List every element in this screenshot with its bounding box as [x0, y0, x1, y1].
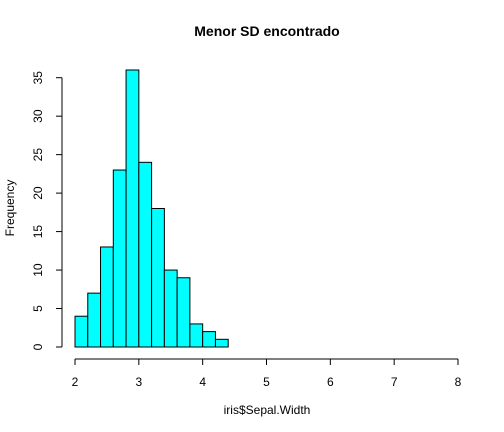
histogram-bar [214, 338, 229, 348]
y-tick-label: 35 [31, 71, 45, 85]
x-axis-label: iris$Sepal.Width [224, 403, 311, 417]
y-tick-label: 5 [31, 305, 45, 312]
histogram-bar [202, 331, 216, 348]
x-tick-label: 6 [327, 375, 334, 389]
histogram-bar [138, 161, 153, 348]
x-tick-label: 3 [135, 375, 142, 389]
histogram-bar [100, 246, 114, 348]
histogram-bar [125, 69, 140, 348]
x-tick-label: 5 [263, 375, 270, 389]
y-tick-label: 20 [31, 186, 45, 200]
histogram-bar [163, 269, 178, 348]
x-tick-label: 8 [455, 375, 462, 389]
histogram-bar [74, 315, 89, 348]
y-tick-label: 10 [31, 263, 45, 277]
x-tick-label: 2 [72, 375, 79, 389]
x-axis: 2 3 4 5 6 7 8 [72, 358, 462, 389]
chart-title: Menor SD encontrado [194, 23, 339, 39]
y-axis: 0 5 10 15 20 25 30 35 [31, 71, 63, 350]
bars-group [74, 69, 229, 348]
y-tick-label: 0 [31, 343, 45, 350]
y-tick-label: 15 [31, 225, 45, 239]
x-tick-label: 4 [199, 375, 206, 389]
histogram-bar [176, 277, 191, 348]
histogram-bar [151, 208, 165, 348]
y-tick-label: 25 [31, 148, 45, 162]
y-axis-label: Frequency [3, 180, 17, 237]
y-tick-label: 30 [31, 109, 45, 123]
x-tick-label: 7 [391, 375, 398, 389]
histogram-bar [189, 323, 204, 348]
histogram-bar [87, 292, 102, 348]
histogram-bar [112, 169, 127, 348]
